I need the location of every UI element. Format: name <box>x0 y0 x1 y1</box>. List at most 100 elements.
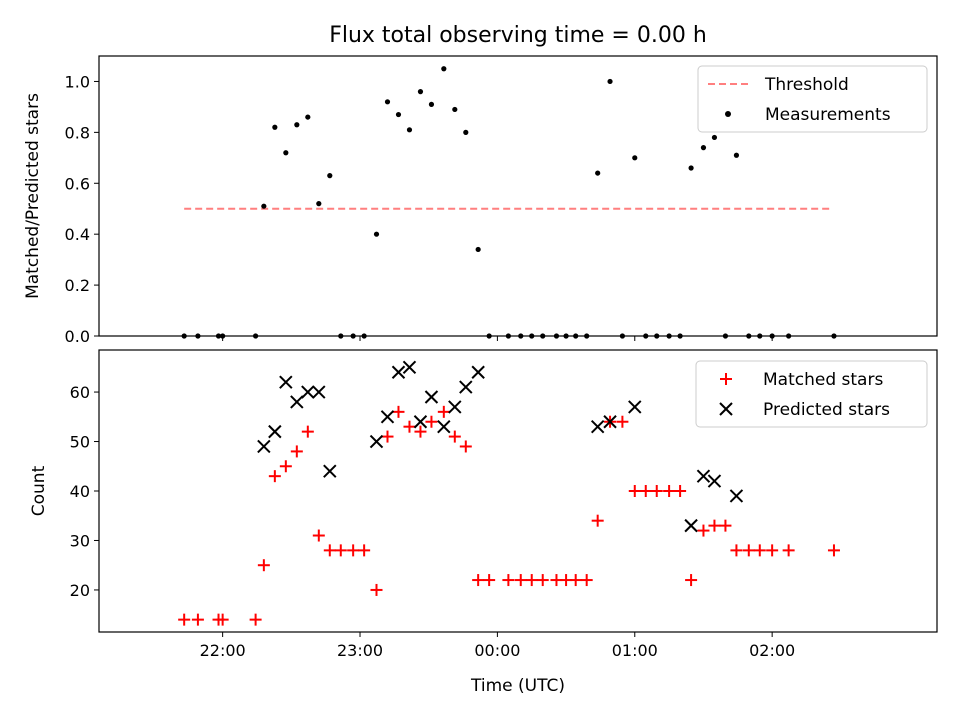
predicted-point <box>459 380 473 394</box>
measurement-point <box>417 89 424 95</box>
measurement-point <box>350 333 356 339</box>
predicted-point <box>402 360 417 375</box>
measurement-point <box>711 134 718 141</box>
matched-point <box>782 544 795 557</box>
matched-point <box>312 529 325 542</box>
predicted-point <box>290 395 304 409</box>
measurement-point <box>688 165 694 171</box>
matched-point <box>569 574 582 587</box>
measurement-point <box>283 150 289 156</box>
x-axis-label: Time (UTC) <box>470 676 565 696</box>
measurement-point <box>406 127 413 133</box>
measurement-point <box>441 66 447 72</box>
measurement-point <box>215 333 222 339</box>
predicted-point <box>380 410 395 424</box>
measurement-point <box>654 333 660 339</box>
predicted-point <box>369 434 384 449</box>
top-legend-box <box>697 65 928 133</box>
bottom-panel: Count Time (UTC) 20 30 40 50 60 22:00 23:00 00:… <box>29 349 938 696</box>
measurement-point <box>518 333 524 339</box>
measurement-point <box>373 231 380 237</box>
measurement-point <box>573 333 579 339</box>
predicted-point <box>279 375 293 389</box>
matched-point <box>472 574 485 587</box>
matched-point <box>268 470 281 483</box>
y-tick-label: 20 <box>70 581 90 600</box>
matched-point <box>448 430 461 443</box>
measurement-point <box>294 122 300 128</box>
matched-point <box>742 544 755 557</box>
matched-point <box>381 430 394 443</box>
measurement-point <box>831 333 837 339</box>
matched-point <box>639 485 652 497</box>
predicted-point <box>684 518 698 533</box>
matched-point <box>650 485 663 497</box>
x-tick-label: 22:00 <box>200 641 246 660</box>
measurement-point <box>272 124 278 130</box>
measurement-point <box>195 333 201 339</box>
y-tick-label: 50 <box>70 433 90 452</box>
measurement-point <box>746 333 752 339</box>
predicted-point <box>268 424 282 439</box>
measurement-point <box>769 333 775 339</box>
measurement-point <box>505 333 511 339</box>
matched-point <box>370 583 383 596</box>
chart-title: Flux total observing time = 0.00 h <box>329 23 707 48</box>
predicted-point <box>437 419 451 434</box>
measurement-point <box>553 333 560 339</box>
matched-point <box>580 574 593 587</box>
predicted-point <box>603 415 617 429</box>
legend-threshold-label: Threshold <box>764 75 849 95</box>
y-tick-label: 1.0 <box>65 72 90 91</box>
matched-point <box>719 519 732 532</box>
legend-measurement-swatch <box>725 111 731 117</box>
y-tick-label: 30 <box>70 531 90 550</box>
predicted-point <box>707 474 722 488</box>
matched-point <box>358 544 371 557</box>
top-y-axis-label: Matched/Predicted stars <box>23 93 43 299</box>
measurement-point <box>540 333 546 339</box>
matched-point <box>616 415 629 428</box>
measurement-point <box>428 101 435 107</box>
x-tick-label: 02:00 <box>749 641 795 660</box>
measurement-point <box>220 333 226 339</box>
measurement-point <box>452 106 458 113</box>
predicted-point <box>257 439 271 454</box>
bottom-legend: Matched stars Predicted stars <box>695 360 928 428</box>
top-panel: Matched/Predicted stars 0.0 0.2 0.4 0.6 0.8 1… <box>23 55 938 346</box>
matched-point <box>437 405 450 418</box>
measurement-point <box>584 333 590 339</box>
matched-point <box>766 544 779 557</box>
bottom-legend-box <box>695 360 928 428</box>
predicted-point <box>696 469 711 483</box>
measurement-point <box>786 333 792 339</box>
predicted-point <box>391 365 406 379</box>
legend-measurements-label: Measurements <box>765 105 891 125</box>
x-tick-label: 00:00 <box>474 641 520 660</box>
measurement-point <box>463 129 469 135</box>
legend-matched-swatch <box>720 373 732 385</box>
measurement-point <box>529 333 535 339</box>
matched-point <box>216 613 229 626</box>
matched-point <box>414 425 427 438</box>
bottom-y-axis-label: Count <box>29 465 49 516</box>
measurement-point <box>486 333 492 339</box>
matched-point <box>663 485 676 497</box>
matched-point <box>249 613 262 626</box>
matched-point <box>279 460 292 473</box>
x-tick-label: 01:00 <box>612 641 658 660</box>
matched-point <box>425 415 438 428</box>
predicted-point <box>590 419 605 434</box>
predicted-point <box>628 400 642 414</box>
measurement-point <box>327 173 333 179</box>
matched-point <box>827 544 840 557</box>
predicted-point <box>301 385 315 399</box>
measurement-point <box>757 333 763 339</box>
measurement-point <box>677 333 683 339</box>
matched-point <box>334 544 347 557</box>
matched-point <box>403 420 416 433</box>
measurement-point <box>361 333 367 339</box>
predicted-point <box>424 390 439 404</box>
matched-point <box>536 574 549 587</box>
